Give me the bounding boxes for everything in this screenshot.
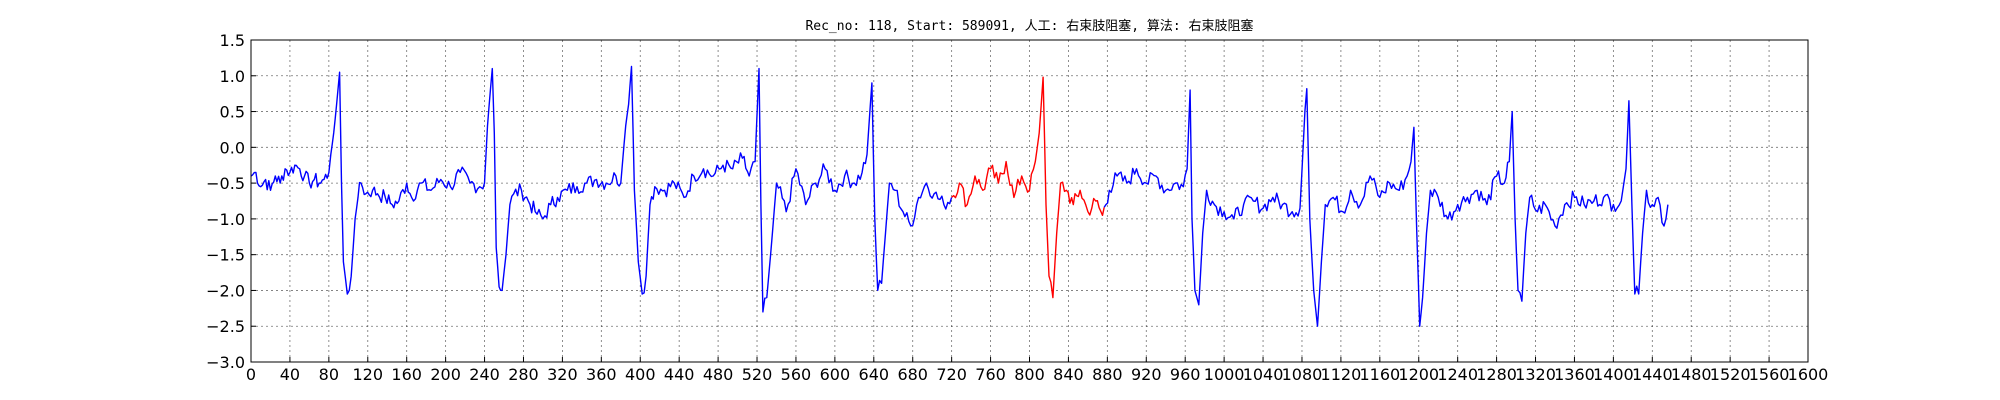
x-tick-label: 800	[1014, 365, 1045, 384]
x-tick-label: 1200	[1398, 365, 1439, 384]
x-tick-label: 840	[1053, 365, 1084, 384]
x-tick-label: 1560	[1749, 365, 1790, 384]
x-tick-label: 160	[391, 365, 422, 384]
x-tick-label: 1360	[1554, 365, 1595, 384]
x-tick-label: 320	[547, 365, 578, 384]
x-tick-label: 1440	[1632, 365, 1673, 384]
x-tick-label: 920	[1131, 365, 1162, 384]
y-tick-label: −1.5	[206, 246, 245, 265]
y-tick-label: −2.0	[206, 281, 245, 300]
x-tick-label: 760	[975, 365, 1006, 384]
x-tick-label: 600	[820, 365, 851, 384]
y-tick-label: −3.0	[206, 353, 245, 372]
x-tick-label: 400	[625, 365, 656, 384]
x-tick-label: 1240	[1437, 365, 1478, 384]
y-tick-label: 0.5	[220, 103, 245, 122]
x-tick-label: 880	[1092, 365, 1123, 384]
grid-lines	[251, 40, 1808, 362]
x-tick-label: 640	[859, 365, 890, 384]
x-tick-label: 1160	[1359, 365, 1400, 384]
x-tick-label: 240	[469, 365, 500, 384]
x-tick-label: 1320	[1515, 365, 1556, 384]
x-tick-label: 360	[586, 365, 617, 384]
x-tick-label: 480	[703, 365, 734, 384]
x-tick-label: 120	[353, 365, 384, 384]
x-tick-label: 1080	[1282, 365, 1323, 384]
x-tick-label: 1000	[1204, 365, 1245, 384]
x-tick-label: 1120	[1321, 365, 1362, 384]
x-tick-label: 960	[1170, 365, 1201, 384]
x-tick-label: 0	[246, 365, 256, 384]
y-tick-label: 1.5	[220, 31, 245, 50]
x-tick-label: 1520	[1710, 365, 1751, 384]
y-tick-label: −0.5	[206, 174, 245, 193]
series-lines	[250, 65, 1669, 327]
y-tick-label: 0.0	[220, 138, 245, 157]
x-tick-label: 440	[664, 365, 695, 384]
x-tick-label: 280	[508, 365, 539, 384]
x-tick-label: 520	[742, 365, 773, 384]
x-tick-label: 40	[280, 365, 300, 384]
x-tick-label: 1600	[1788, 365, 1829, 384]
x-tick-label: 1400	[1593, 365, 1634, 384]
y-tick-label: −2.5	[206, 317, 245, 336]
x-tick-label: 200	[430, 365, 461, 384]
x-tick-label: 720	[936, 365, 967, 384]
x-tick-label: 680	[897, 365, 928, 384]
y-tick-label: −1.0	[206, 210, 245, 229]
y-tick-label: 1.0	[220, 67, 245, 86]
highlighted-segment-line	[951, 76, 1105, 299]
chart-title: Rec_no: 118, Start: 589091, 人工: 右束肢阻塞, 算…	[805, 18, 1253, 34]
x-tick-label: 1040	[1243, 365, 1284, 384]
ecg-signal-line	[250, 65, 953, 313]
x-tick-label: 80	[319, 365, 339, 384]
x-tick-label: 1280	[1476, 365, 1517, 384]
ecg-signal-line	[1103, 88, 1669, 327]
x-tick-label: 560	[781, 365, 812, 384]
axis-ticks: 0 40 80 120 160 200 240 280 320 360 400 440 480 520 56…	[206, 31, 1828, 384]
x-tick-label: 1480	[1671, 365, 1712, 384]
